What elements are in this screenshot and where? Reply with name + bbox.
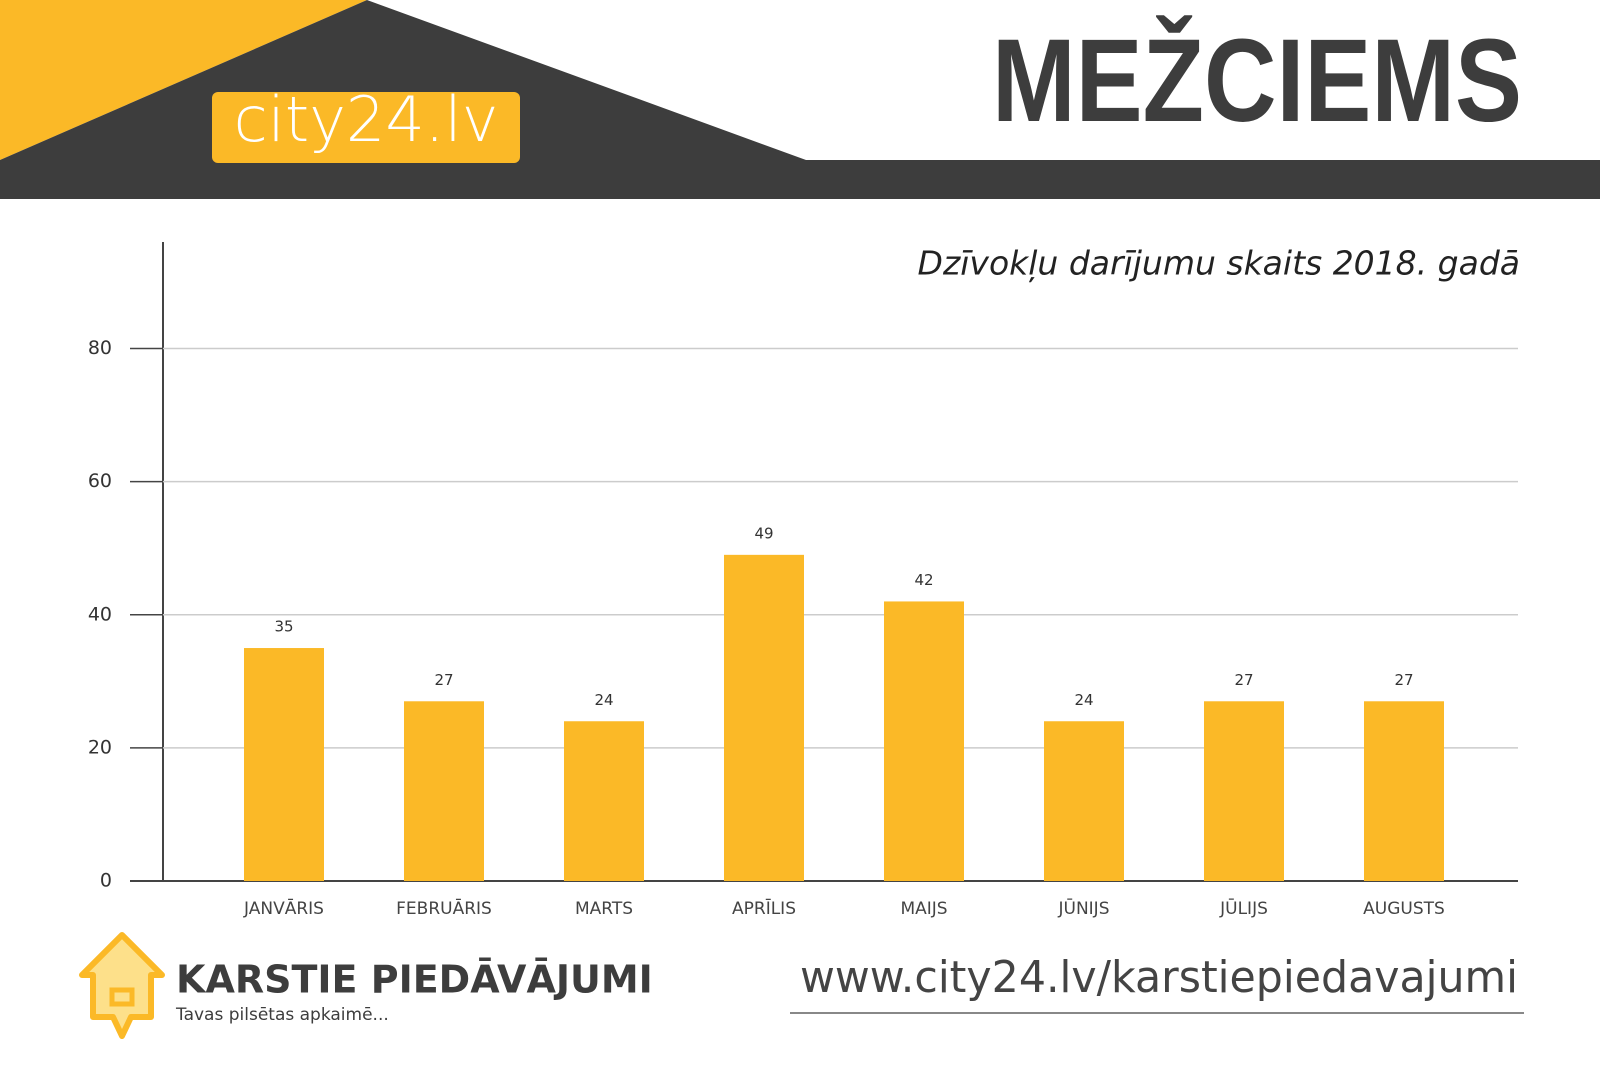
y-tick-label: 60 [88, 470, 112, 492]
plot: 0 20 40 60 80 JANVĀRIS 35 FEBRUĀRIS 27 MARTS 24 APR… [88, 337, 1518, 919]
data-label: 27 [1394, 671, 1413, 689]
url[interactable]: www.city24.lv/karstiepiedavajumi [800, 952, 1518, 1003]
house-window [109, 987, 135, 1007]
data-label: 35 [274, 618, 293, 636]
y-tick-label: 40 [88, 603, 112, 625]
bar [1364, 701, 1444, 881]
data-label: 24 [1074, 691, 1093, 709]
chart-title: Dzīvokļu darījumu skaits 2018. gadā [918, 244, 1520, 283]
bar [884, 601, 964, 881]
bar [724, 554, 804, 881]
x-tick-label: JANVĀRIS [243, 897, 324, 919]
x-tick-label: MAIJS [900, 899, 947, 919]
data-label: 49 [754, 524, 773, 542]
page-title: MEŽCIEMS [992, 14, 1522, 147]
slogan: Tavas pilsētas apkaimē... [175, 1005, 389, 1025]
x-tick-label: JŪLIJS [1219, 897, 1268, 919]
x-tick-label: MARTS [575, 899, 633, 919]
x-tick-label: FEBRUĀRIS [396, 897, 492, 919]
logo[interactable]: city24.lv [234, 83, 499, 156]
bar [1044, 721, 1124, 881]
y-tick-label: 80 [88, 337, 112, 359]
y-tick-label: 0 [100, 870, 112, 892]
data-label: 27 [1234, 671, 1253, 689]
y-tick-label: 20 [88, 736, 112, 758]
x-tick-label: JŪNIJS [1058, 897, 1110, 919]
brand: KARSTIE PIEDĀVĀJUMI [176, 958, 653, 1002]
bar [244, 648, 324, 881]
bar [404, 701, 484, 881]
data-label: 27 [434, 671, 453, 689]
bar [1204, 701, 1284, 881]
data-label: 42 [914, 571, 933, 589]
data-label: 24 [594, 691, 613, 709]
x-tick-label: AUGUSTS [1363, 899, 1445, 919]
house-icon [79, 932, 165, 1039]
bar [564, 721, 644, 881]
logo-box [212, 92, 520, 163]
x-tick-label: APRĪLIS [732, 897, 796, 919]
